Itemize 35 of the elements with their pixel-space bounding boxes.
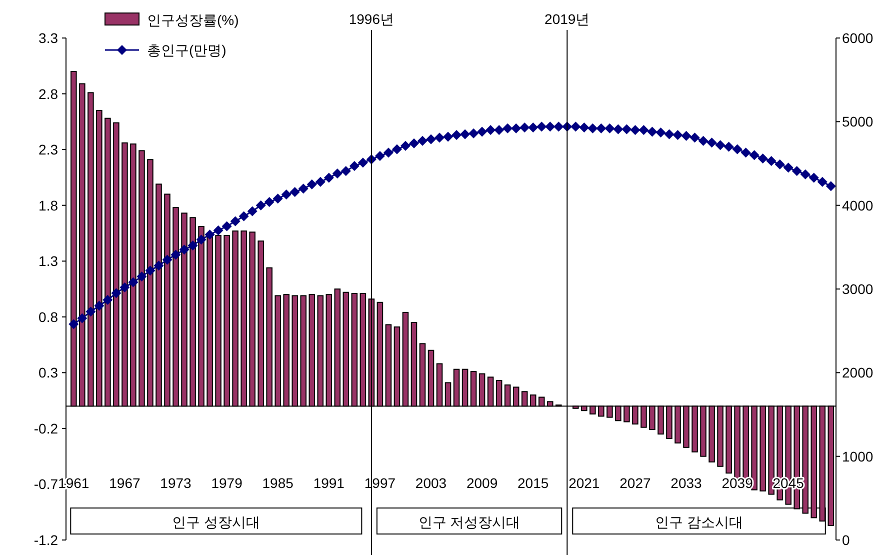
ref-line-label: 1996년 — [348, 11, 394, 27]
legend-label: 총인구(만명) — [147, 42, 226, 58]
x-tick-label: 2015 — [518, 475, 549, 491]
y2-tick-label: 4000 — [842, 197, 874, 214]
x-tick-label: 2021 — [568, 475, 600, 491]
y2-tick-label: 6000 — [842, 30, 874, 46]
y-tick-label: -0.7 — [34, 476, 58, 492]
x-tick-label: 1985 — [262, 475, 294, 491]
y-tick-label: 1.3 — [38, 253, 58, 270]
y2-tick-label: 1000 — [842, 448, 874, 464]
ref-line-label: 2019년 — [544, 11, 590, 27]
y2-tick-label: 2000 — [842, 364, 874, 381]
x-tick-label: 2033 — [670, 475, 702, 491]
y-tick-label: 1.8 — [38, 197, 58, 214]
y2-tick-label: 3000 — [842, 281, 874, 297]
x-tick-label: 2027 — [620, 475, 651, 491]
x-tick-label: 2009 — [466, 475, 498, 491]
x-tick-label: 2003 — [415, 475, 447, 491]
y2-tick-label: 5000 — [842, 114, 874, 130]
x-tick-label: 1967 — [109, 475, 140, 491]
y-tick-label: 3.3 — [38, 30, 58, 46]
legend-label: 인구성장률(%) — [147, 12, 239, 28]
y-tick-label: 2.3 — [38, 142, 58, 158]
band-label: 인구 저성장시대 — [418, 514, 520, 530]
y-tick-label: 2.8 — [38, 86, 58, 102]
y-tick-label: 0.8 — [38, 308, 58, 325]
x-tick-label: 1979 — [211, 475, 243, 491]
y-tick-label: -1.2 — [34, 532, 58, 548]
x-tick-label: 1991 — [313, 475, 345, 491]
x-tick-label: 1973 — [160, 475, 192, 491]
y-tick-label: 0.3 — [38, 364, 58, 381]
band-label: 인구 감소시대 — [655, 514, 743, 530]
band-label: 인구 성장시대 — [172, 514, 260, 530]
y-tick-label: -0.2 — [34, 420, 58, 436]
y2-tick-label: 0 — [842, 532, 850, 548]
